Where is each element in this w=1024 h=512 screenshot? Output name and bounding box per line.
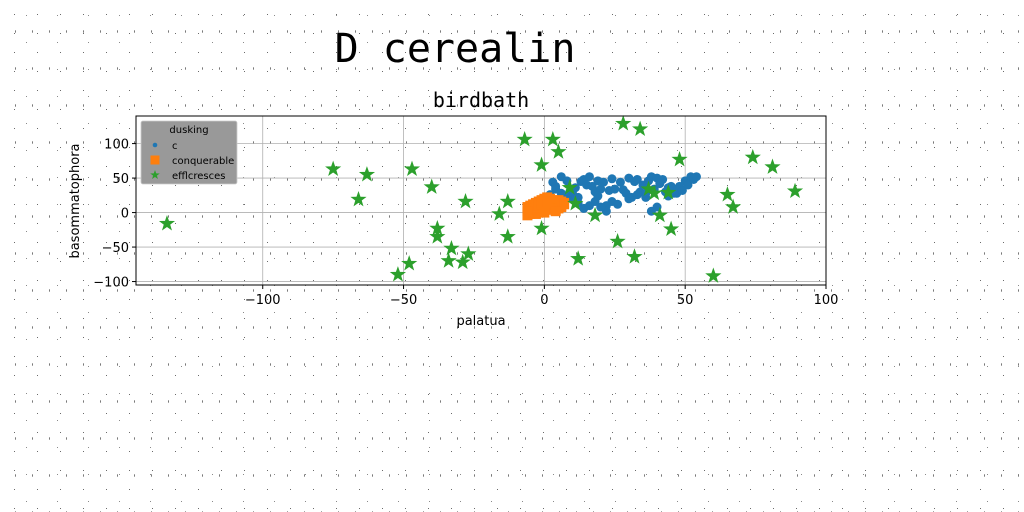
series-efflcresces (159, 115, 803, 283)
legend: dusking c conquerable efflcresces (141, 121, 237, 184)
x-tick-label: −50 (390, 293, 417, 308)
x-tick-label: −100 (245, 293, 281, 308)
plot-area (159, 115, 803, 283)
efflcresces-point (663, 221, 679, 236)
efflcresces-point (500, 193, 516, 208)
efflcresces-point (533, 220, 549, 235)
legend-marker-c (153, 143, 158, 148)
chart-title: birdbath (433, 88, 529, 112)
legend-label-conquerable: conquerable (172, 156, 234, 167)
efflcresces-point (764, 159, 780, 174)
x-tick-label: 100 (814, 293, 839, 308)
efflcresces-point (500, 228, 516, 243)
conquerable-point (551, 206, 561, 216)
efflcresces-point (457, 193, 473, 208)
conquerable-point (539, 208, 549, 218)
figure-suptitle: D cerealin (335, 26, 576, 72)
efflcresces-point (350, 191, 366, 206)
c-point (624, 194, 633, 203)
efflcresces-point (533, 156, 549, 171)
c-point (633, 190, 642, 199)
conquerable-point (522, 206, 532, 216)
efflcresces-point (610, 233, 626, 248)
c-point (599, 178, 608, 187)
efflcresces-point (615, 115, 631, 130)
efflcresces-point (404, 161, 420, 176)
c-point (585, 172, 594, 181)
efflcresces-point (570, 250, 586, 265)
efflcresces-point (443, 240, 459, 255)
y-tick-label: 0 (121, 207, 129, 222)
efflcresces-point (325, 161, 341, 176)
efflcresces-point (517, 131, 533, 146)
legend-label-c: c (172, 141, 178, 152)
efflcresces-point (441, 252, 457, 267)
y-tick-label: 50 (112, 172, 129, 187)
y-tick-label: −50 (102, 241, 129, 256)
c-point (593, 192, 602, 201)
efflcresces-point (745, 149, 761, 164)
legend-marker-conquerable (151, 156, 160, 165)
efflcresces-point (626, 248, 642, 263)
efflcresces-point (705, 268, 721, 283)
x-tick-label: 0 (540, 293, 548, 308)
efflcresces-point (424, 179, 440, 194)
grid-lines (136, 116, 826, 285)
c-point (692, 172, 701, 181)
series-conquerable (522, 192, 569, 220)
efflcresces-point (159, 215, 175, 230)
axes-frame (136, 116, 826, 285)
efflcresces-point (429, 228, 445, 243)
y-tick-label: 100 (104, 138, 129, 153)
efflcresces-point (632, 121, 648, 136)
x-tick-label: 50 (677, 293, 694, 308)
c-point (658, 175, 667, 184)
y-axis-label: basommatophora (68, 143, 83, 258)
legend-title: dusking (169, 125, 208, 136)
efflcresces-point (491, 205, 507, 220)
efflcresces-point (359, 166, 375, 181)
x-axis-label: palatua (456, 314, 505, 329)
c-point (613, 200, 622, 209)
efflcresces-point (787, 183, 803, 198)
y-tick-label: −100 (93, 276, 129, 291)
c-point (607, 174, 616, 183)
efflcresces-point (725, 199, 741, 214)
efflcresces-point (550, 143, 566, 158)
legend-label-efflcresces: efflcresces (172, 171, 225, 182)
